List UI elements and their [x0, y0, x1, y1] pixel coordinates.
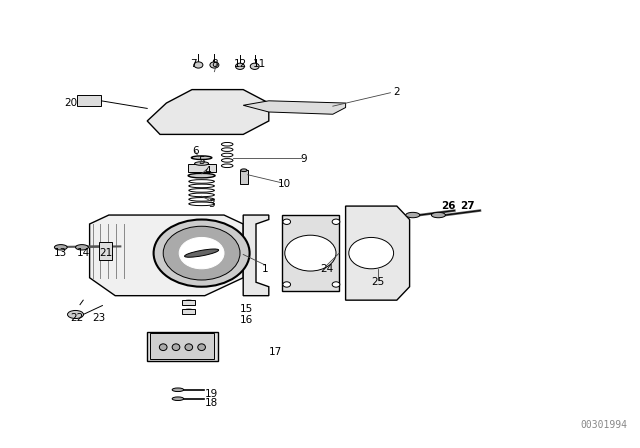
Ellipse shape: [76, 245, 88, 250]
Text: 12: 12: [234, 59, 246, 69]
Bar: [77, 95, 101, 106]
Text: 26: 26: [441, 201, 455, 211]
Text: 18: 18: [205, 398, 218, 408]
Bar: [182, 300, 195, 305]
Text: 15: 15: [240, 304, 253, 314]
Ellipse shape: [172, 344, 180, 350]
Bar: [188, 164, 216, 172]
Polygon shape: [243, 101, 346, 114]
Text: 1: 1: [262, 264, 269, 274]
Ellipse shape: [406, 212, 420, 218]
Text: 27: 27: [460, 201, 474, 211]
Circle shape: [163, 226, 240, 280]
Ellipse shape: [68, 310, 83, 319]
Ellipse shape: [184, 249, 219, 257]
Bar: [240, 170, 248, 184]
Bar: [99, 242, 112, 260]
Polygon shape: [90, 215, 243, 296]
Text: 10: 10: [278, 179, 291, 189]
Text: 00301994: 00301994: [580, 420, 627, 430]
Text: 14: 14: [77, 248, 90, 258]
Circle shape: [179, 237, 224, 269]
Text: 23: 23: [93, 313, 106, 323]
Circle shape: [250, 63, 259, 69]
Text: 4: 4: [205, 166, 211, 176]
Text: 8: 8: [211, 59, 218, 69]
Circle shape: [283, 219, 291, 224]
Ellipse shape: [183, 309, 195, 314]
Ellipse shape: [198, 344, 205, 350]
Polygon shape: [147, 90, 269, 134]
Text: 20: 20: [64, 98, 77, 108]
Text: 19: 19: [205, 389, 218, 399]
Text: 25: 25: [371, 277, 384, 287]
Polygon shape: [346, 206, 410, 300]
Ellipse shape: [188, 173, 215, 178]
Circle shape: [349, 237, 394, 269]
Circle shape: [154, 220, 250, 287]
Ellipse shape: [159, 344, 167, 350]
Ellipse shape: [172, 388, 184, 392]
Ellipse shape: [195, 162, 209, 165]
Circle shape: [236, 63, 244, 69]
Text: 9: 9: [301, 154, 307, 164]
Text: 11: 11: [253, 59, 266, 69]
Text: 24: 24: [320, 264, 333, 274]
Ellipse shape: [172, 397, 184, 401]
Text: 3: 3: [208, 199, 214, 209]
Text: 21: 21: [99, 248, 112, 258]
Circle shape: [194, 62, 203, 68]
Ellipse shape: [54, 245, 67, 250]
Bar: [147, 332, 218, 361]
Text: 7: 7: [191, 59, 197, 69]
Bar: [182, 309, 195, 314]
Bar: [282, 215, 339, 291]
Ellipse shape: [185, 344, 193, 350]
Circle shape: [285, 235, 336, 271]
Text: 5: 5: [198, 156, 205, 166]
Text: 16: 16: [240, 315, 253, 325]
Circle shape: [210, 62, 219, 68]
Circle shape: [332, 219, 340, 224]
Bar: [150, 333, 214, 359]
Text: 13: 13: [54, 248, 67, 258]
Ellipse shape: [191, 156, 212, 159]
Text: 2: 2: [394, 87, 400, 97]
Circle shape: [283, 282, 291, 287]
Ellipse shape: [241, 169, 247, 172]
Text: 22: 22: [70, 313, 83, 323]
Ellipse shape: [183, 300, 195, 305]
Ellipse shape: [431, 212, 445, 218]
Text: 6: 6: [192, 146, 198, 156]
Text: 17: 17: [269, 347, 282, 357]
Circle shape: [332, 282, 340, 287]
Polygon shape: [243, 215, 269, 296]
